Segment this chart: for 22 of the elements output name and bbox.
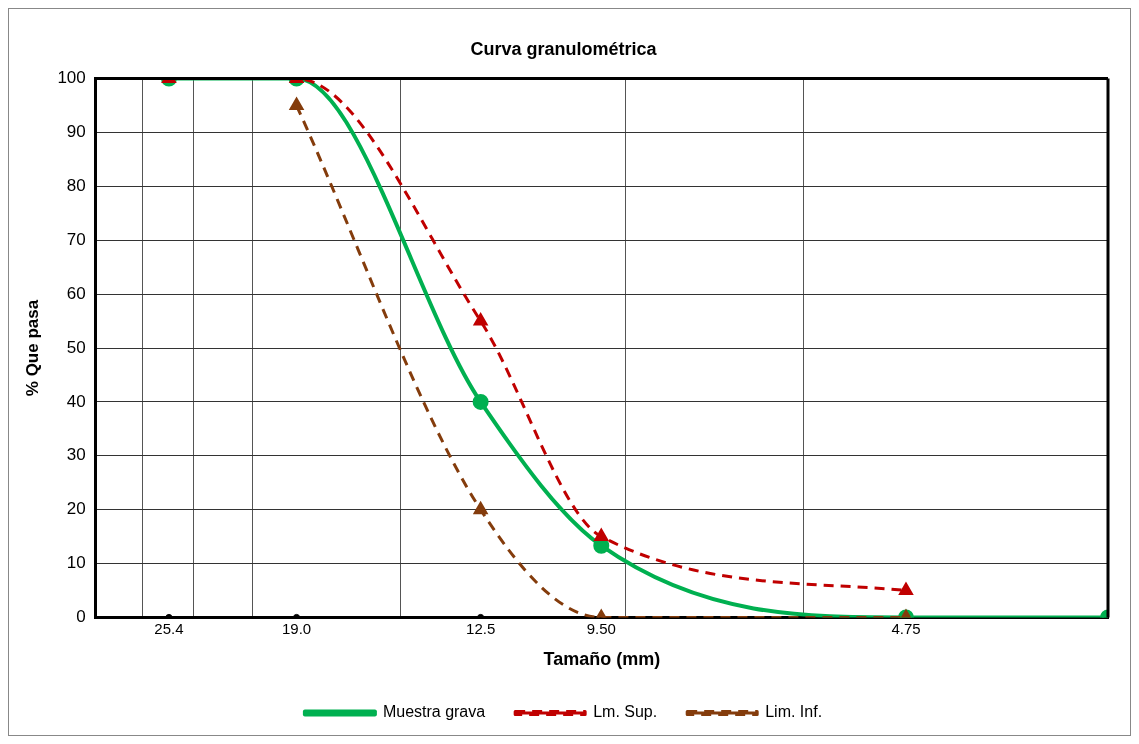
legend-label: Lim. Inf. xyxy=(765,703,823,721)
y-tick-label: 50 xyxy=(66,337,86,357)
x-axis-title: Tamaño (mm) xyxy=(543,649,661,670)
y-tick-label: 20 xyxy=(66,499,86,519)
x-tick-label: 4.75 xyxy=(891,619,921,637)
y-tick-label: 0 xyxy=(76,607,86,627)
y-tick-label: 60 xyxy=(66,283,86,303)
y-tick-label: 100 xyxy=(57,68,86,88)
legend-label: Muestra grava xyxy=(382,703,486,721)
x-tick-label: 19.0 xyxy=(281,619,312,637)
chart-title: Curva granulométrica xyxy=(470,38,658,59)
x-tick-label: 12.5 xyxy=(466,619,496,637)
y-axis-title: % Que pasa xyxy=(22,299,42,397)
legend-label: Lm. Sup. xyxy=(593,703,658,721)
y-tick-label: 80 xyxy=(66,176,86,196)
y-tick-label: 70 xyxy=(66,229,86,249)
y-tick-label: 90 xyxy=(66,122,86,142)
y-tick-label: 10 xyxy=(66,553,86,573)
x-tick-label: 25.4 xyxy=(154,619,184,637)
x-tick-label: 9.50 xyxy=(586,619,616,637)
y-tick-label: 40 xyxy=(66,391,86,411)
y-tick-label: 30 xyxy=(66,445,86,465)
